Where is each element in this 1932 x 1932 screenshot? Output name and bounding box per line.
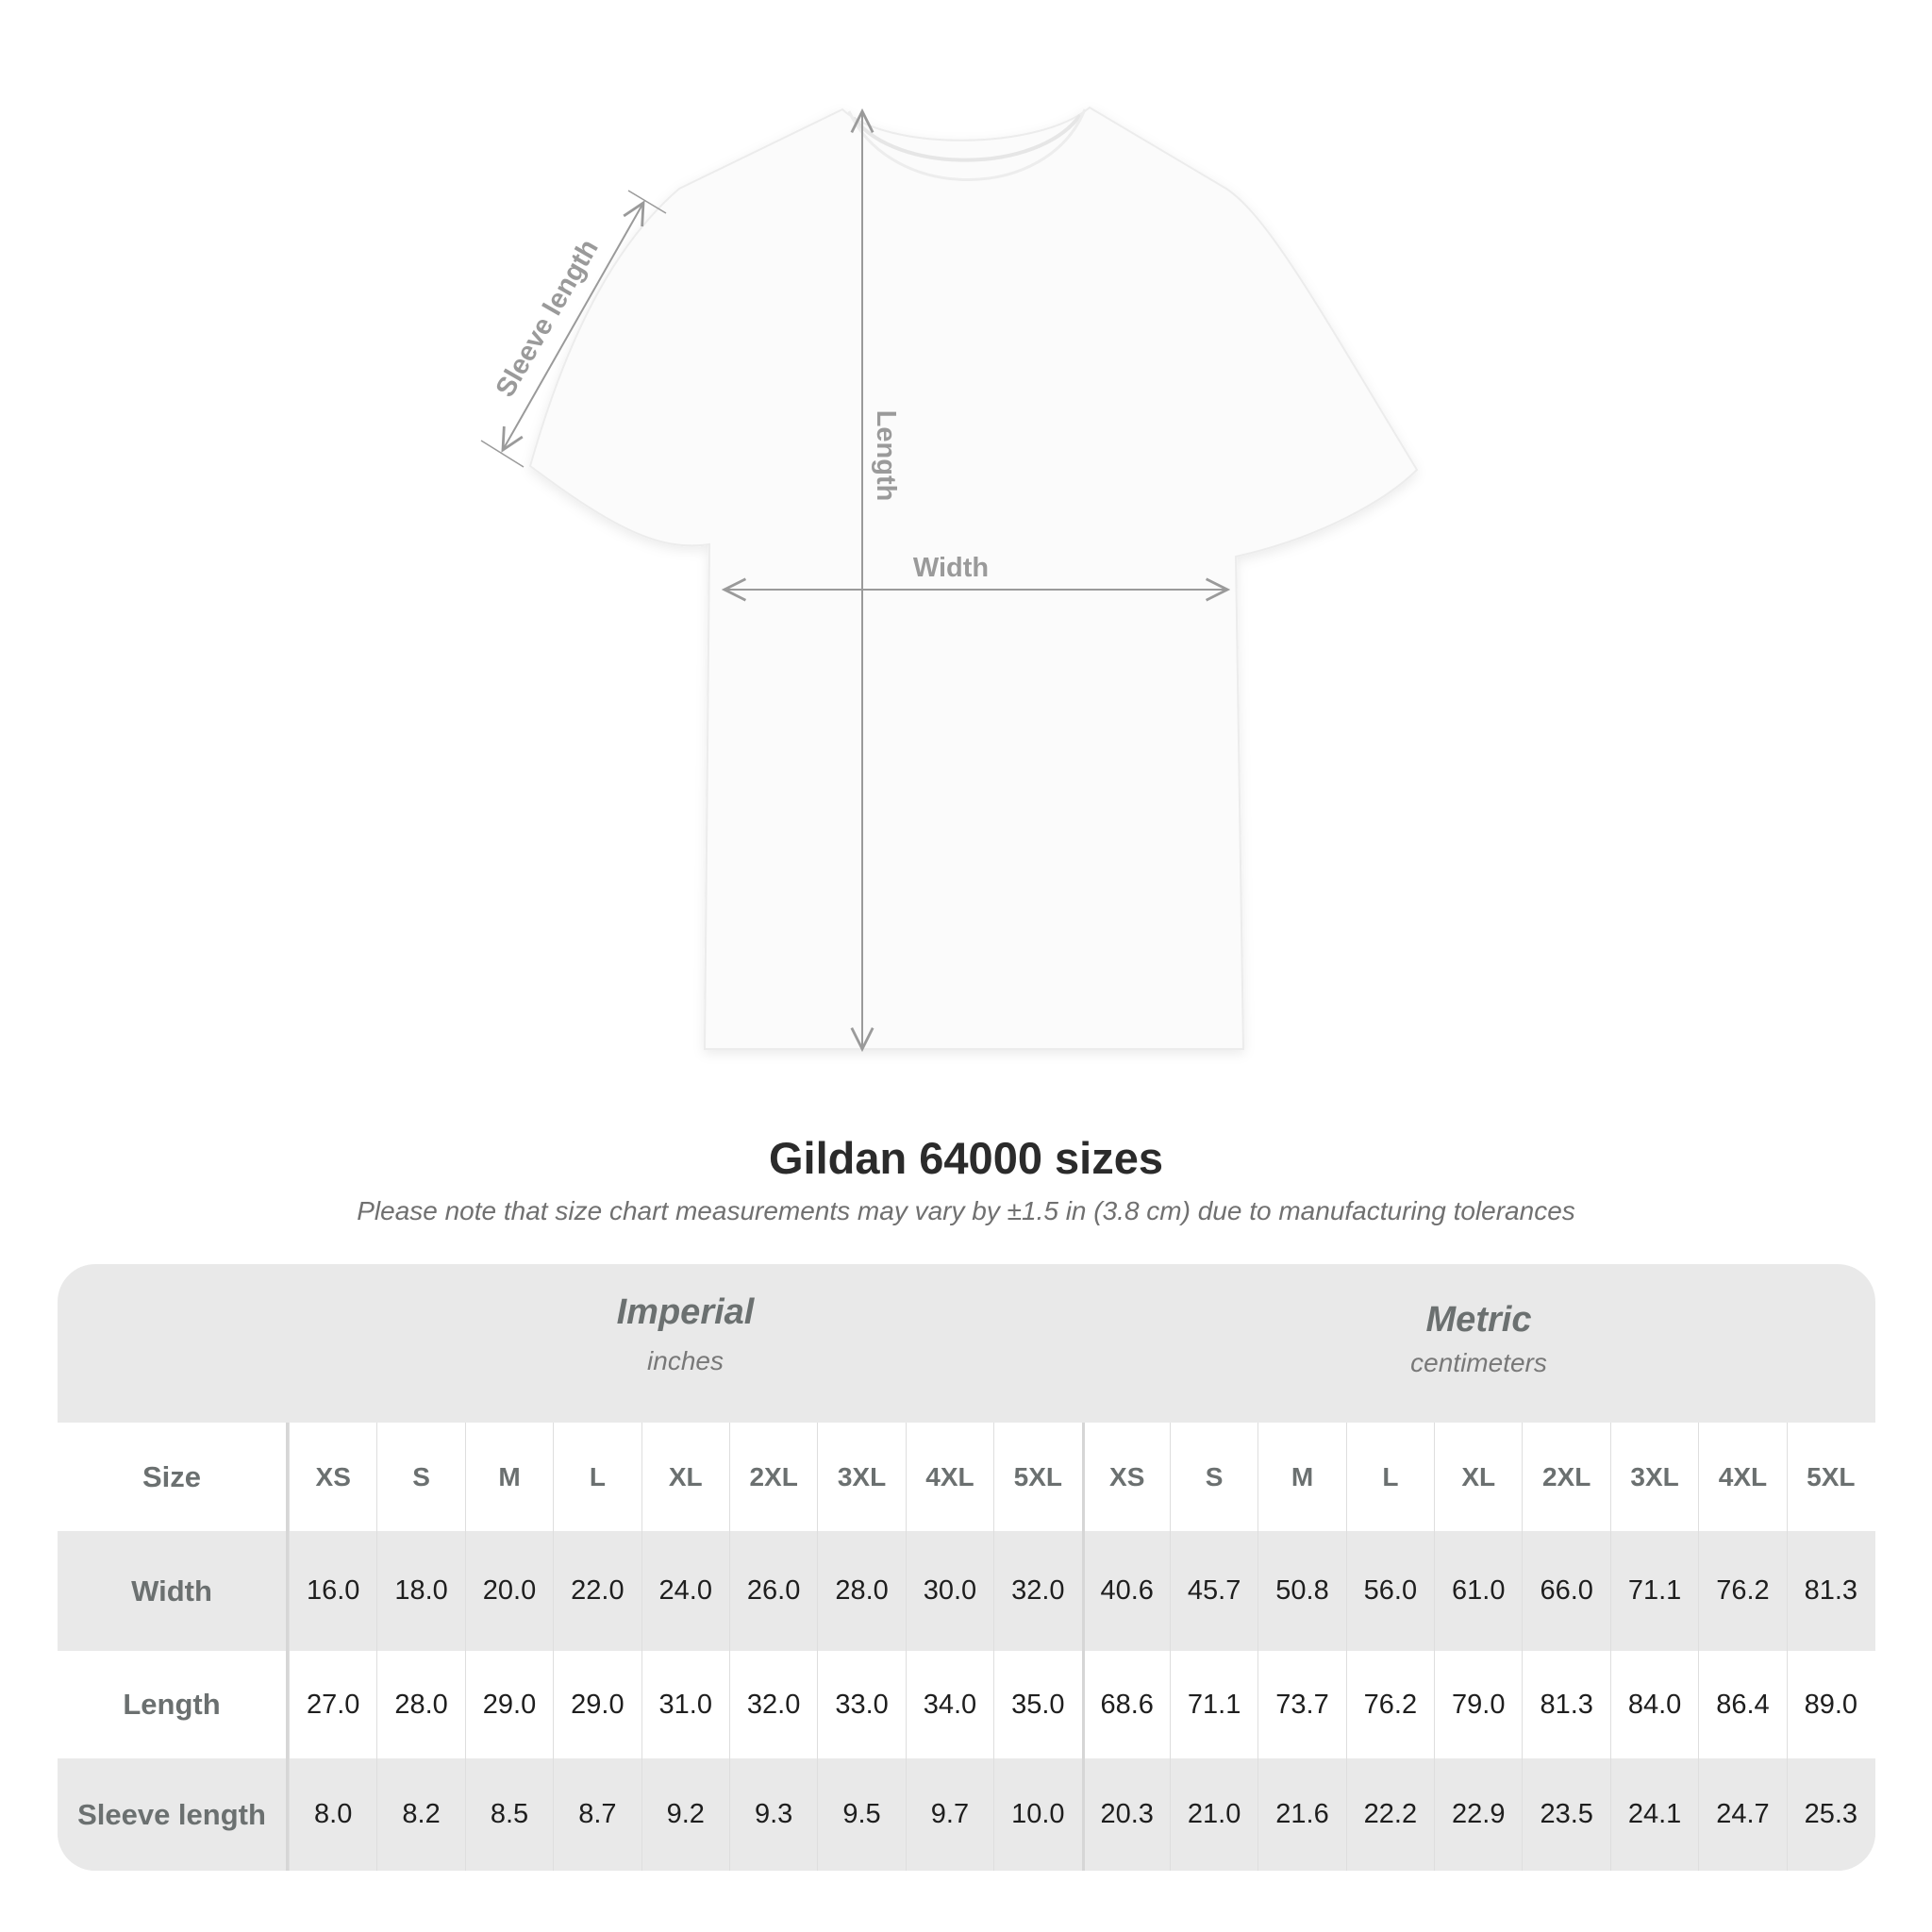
value-cell: 30.0: [905, 1531, 993, 1651]
value-cell: 73.7: [1257, 1651, 1345, 1758]
value-cell: 8.5: [464, 1758, 553, 1871]
size-row: Size XS S M L XL 2XL 3XL 4XL 5XL XS S M L XL 2XL 3XL 4XL 5…: [58, 1423, 1875, 1531]
value-cell: 66.0: [1522, 1531, 1609, 1651]
value-cell: 84.0: [1609, 1651, 1698, 1758]
metric-header: Metric centimeters: [1082, 1300, 1875, 1458]
value-cell: 33.0: [817, 1651, 905, 1758]
value-cell: 27.0: [289, 1651, 376, 1758]
size-header-cell: XL: [1434, 1423, 1522, 1531]
value-cell: 8.0: [289, 1758, 376, 1871]
value-cell: 16.0: [289, 1531, 376, 1651]
sleeve-tick-top: [627, 190, 667, 214]
size-header-cell: 4XL: [1698, 1423, 1786, 1531]
neckline: [852, 113, 1082, 162]
value-cell: 29.0: [553, 1651, 641, 1758]
value-cell: 10.0: [993, 1758, 1081, 1871]
value-cell: 79.0: [1434, 1651, 1522, 1758]
value-cell: 21.6: [1257, 1758, 1345, 1871]
size-header-cell: 5XL: [1786, 1423, 1874, 1531]
table-row-sleeve-length: Sleeve length 8.0 8.2 8.5 8.7 9.2 9.3 9.5 9.7 10.…: [58, 1758, 1875, 1871]
value-cell: 20.0: [464, 1531, 553, 1651]
tshirt-diagram: Length Width Sleeve length: [480, 106, 1419, 1085]
value-cell: 86.4: [1698, 1651, 1786, 1758]
table-row-length: Length 27.0 28.0 29.0 29.0 31.0 32.0 33.0 34.0 35…: [58, 1651, 1875, 1758]
size-header-cell: L: [553, 1423, 641, 1531]
value-cell: 22.2: [1345, 1758, 1434, 1871]
value-cell: 22.9: [1434, 1758, 1522, 1871]
value-cell: 71.1: [1609, 1531, 1698, 1651]
value-cell: 24.0: [641, 1531, 729, 1651]
size-header-cell: XL: [641, 1423, 729, 1531]
value-cell: 9.2: [641, 1758, 729, 1871]
value-cell: 28.0: [817, 1531, 905, 1651]
value-cell: 22.0: [553, 1531, 641, 1651]
value-cell: 76.2: [1698, 1531, 1786, 1651]
value-cell: 24.1: [1609, 1758, 1698, 1871]
size-header-cell: 4XL: [905, 1423, 993, 1531]
value-cell: 32.0: [993, 1531, 1081, 1651]
size-header-cell: 5XL: [993, 1423, 1081, 1531]
value-cell: 21.0: [1169, 1758, 1257, 1871]
size-header-cell: 2XL: [1522, 1423, 1609, 1531]
value-cell: 32.0: [728, 1651, 817, 1758]
width-label: Width: [913, 553, 989, 583]
row-label: Size: [58, 1423, 289, 1531]
size-header-cell: 2XL: [728, 1423, 817, 1531]
value-cell: 9.7: [905, 1758, 993, 1871]
size-header-cell: XS: [289, 1423, 376, 1531]
value-cell: 45.7: [1169, 1531, 1257, 1651]
page-title: Gildan 64000 sizes: [768, 1133, 1164, 1183]
value-cell: 35.0: [993, 1651, 1081, 1758]
value-cell: 81.3: [1786, 1531, 1874, 1651]
imperial-header: Imperial inches: [289, 1292, 1082, 1451]
size-header-cell: 3XL: [817, 1423, 905, 1531]
value-cell: 50.8: [1257, 1531, 1345, 1651]
value-cell: 68.6: [1081, 1651, 1170, 1758]
value-cell: 23.5: [1522, 1758, 1609, 1871]
sleeve-tick-bottom: [480, 440, 525, 468]
value-cell: 89.0: [1786, 1651, 1874, 1758]
value-cell: 20.3: [1081, 1758, 1170, 1871]
value-cell: 34.0: [905, 1651, 993, 1758]
value-cell: 9.5: [817, 1758, 905, 1871]
value-cell: 9.3: [728, 1758, 817, 1871]
size-header-cell: XS: [1081, 1423, 1170, 1531]
row-label: Length: [58, 1651, 289, 1758]
sleeve-arrow: [503, 203, 643, 450]
metric-label: Metric: [1425, 1300, 1532, 1340]
value-cell: 8.7: [553, 1758, 641, 1871]
value-cell: 40.6: [1081, 1531, 1170, 1651]
size-header-cell: M: [464, 1423, 553, 1531]
imperial-label: Imperial: [616, 1292, 755, 1332]
metric-unit: centimeters: [1410, 1348, 1547, 1377]
size-header-cell: S: [376, 1423, 464, 1531]
tolerance-note: Please note that size chart measurements…: [357, 1196, 1575, 1225]
row-label: Width: [58, 1531, 289, 1651]
row-label: Sleeve length: [58, 1758, 289, 1871]
value-cell: 24.7: [1698, 1758, 1786, 1871]
size-table: Imperial inches Metric centimeters Size X…: [58, 1264, 1875, 1871]
size-header-cell: 3XL: [1609, 1423, 1698, 1531]
value-cell: 18.0: [376, 1531, 464, 1651]
imperial-unit: inches: [647, 1346, 724, 1375]
table-row-width: Width 16.0 18.0 20.0 22.0 24.0 26.0 28.0 30.0 32.…: [58, 1531, 1875, 1651]
size-header-cell: L: [1345, 1423, 1434, 1531]
value-cell: 61.0: [1434, 1531, 1522, 1651]
length-label: Length: [871, 410, 901, 502]
value-cell: 56.0: [1345, 1531, 1434, 1651]
value-cell: 76.2: [1345, 1651, 1434, 1758]
value-cell: 8.2: [376, 1758, 464, 1871]
value-cell: 31.0: [641, 1651, 729, 1758]
size-header-cell: S: [1169, 1423, 1257, 1531]
value-cell: 29.0: [464, 1651, 553, 1758]
value-cell: 81.3: [1522, 1651, 1609, 1758]
size-header-cell: M: [1257, 1423, 1345, 1531]
value-cell: 25.3: [1786, 1758, 1874, 1871]
value-cell: 26.0: [728, 1531, 817, 1651]
value-cell: 71.1: [1169, 1651, 1257, 1758]
value-cell: 28.0: [376, 1651, 464, 1758]
